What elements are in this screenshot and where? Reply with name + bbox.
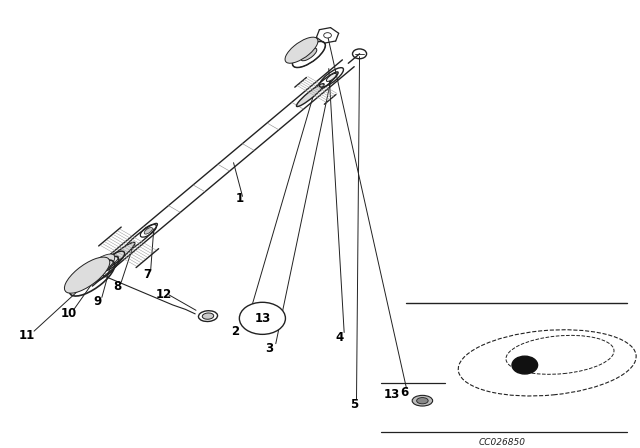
Text: 11: 11: [19, 329, 35, 342]
Text: 3: 3: [265, 342, 273, 355]
Ellipse shape: [296, 84, 324, 107]
Circle shape: [512, 356, 538, 374]
Text: CC026850: CC026850: [479, 439, 526, 448]
Ellipse shape: [81, 254, 115, 281]
Text: 10: 10: [61, 307, 77, 320]
Ellipse shape: [285, 37, 318, 63]
Circle shape: [239, 302, 285, 334]
Text: 4: 4: [335, 331, 343, 344]
Ellipse shape: [301, 48, 317, 61]
Text: 6: 6: [401, 386, 408, 399]
Text: 8: 8: [113, 280, 121, 293]
Text: 7: 7: [143, 268, 151, 281]
Ellipse shape: [85, 273, 99, 283]
Text: 1: 1: [236, 192, 244, 205]
Text: 13: 13: [384, 388, 400, 401]
Ellipse shape: [417, 397, 428, 404]
Ellipse shape: [95, 264, 109, 275]
Text: 2: 2: [232, 325, 239, 338]
Ellipse shape: [202, 313, 214, 319]
Ellipse shape: [100, 242, 135, 271]
Ellipse shape: [144, 228, 152, 234]
Text: 5: 5: [350, 398, 358, 411]
Text: 12: 12: [156, 288, 172, 301]
Text: 13: 13: [254, 312, 271, 325]
Ellipse shape: [326, 73, 337, 82]
Ellipse shape: [412, 395, 433, 406]
Ellipse shape: [65, 257, 110, 293]
Ellipse shape: [105, 256, 118, 267]
Text: 9: 9: [94, 295, 102, 308]
